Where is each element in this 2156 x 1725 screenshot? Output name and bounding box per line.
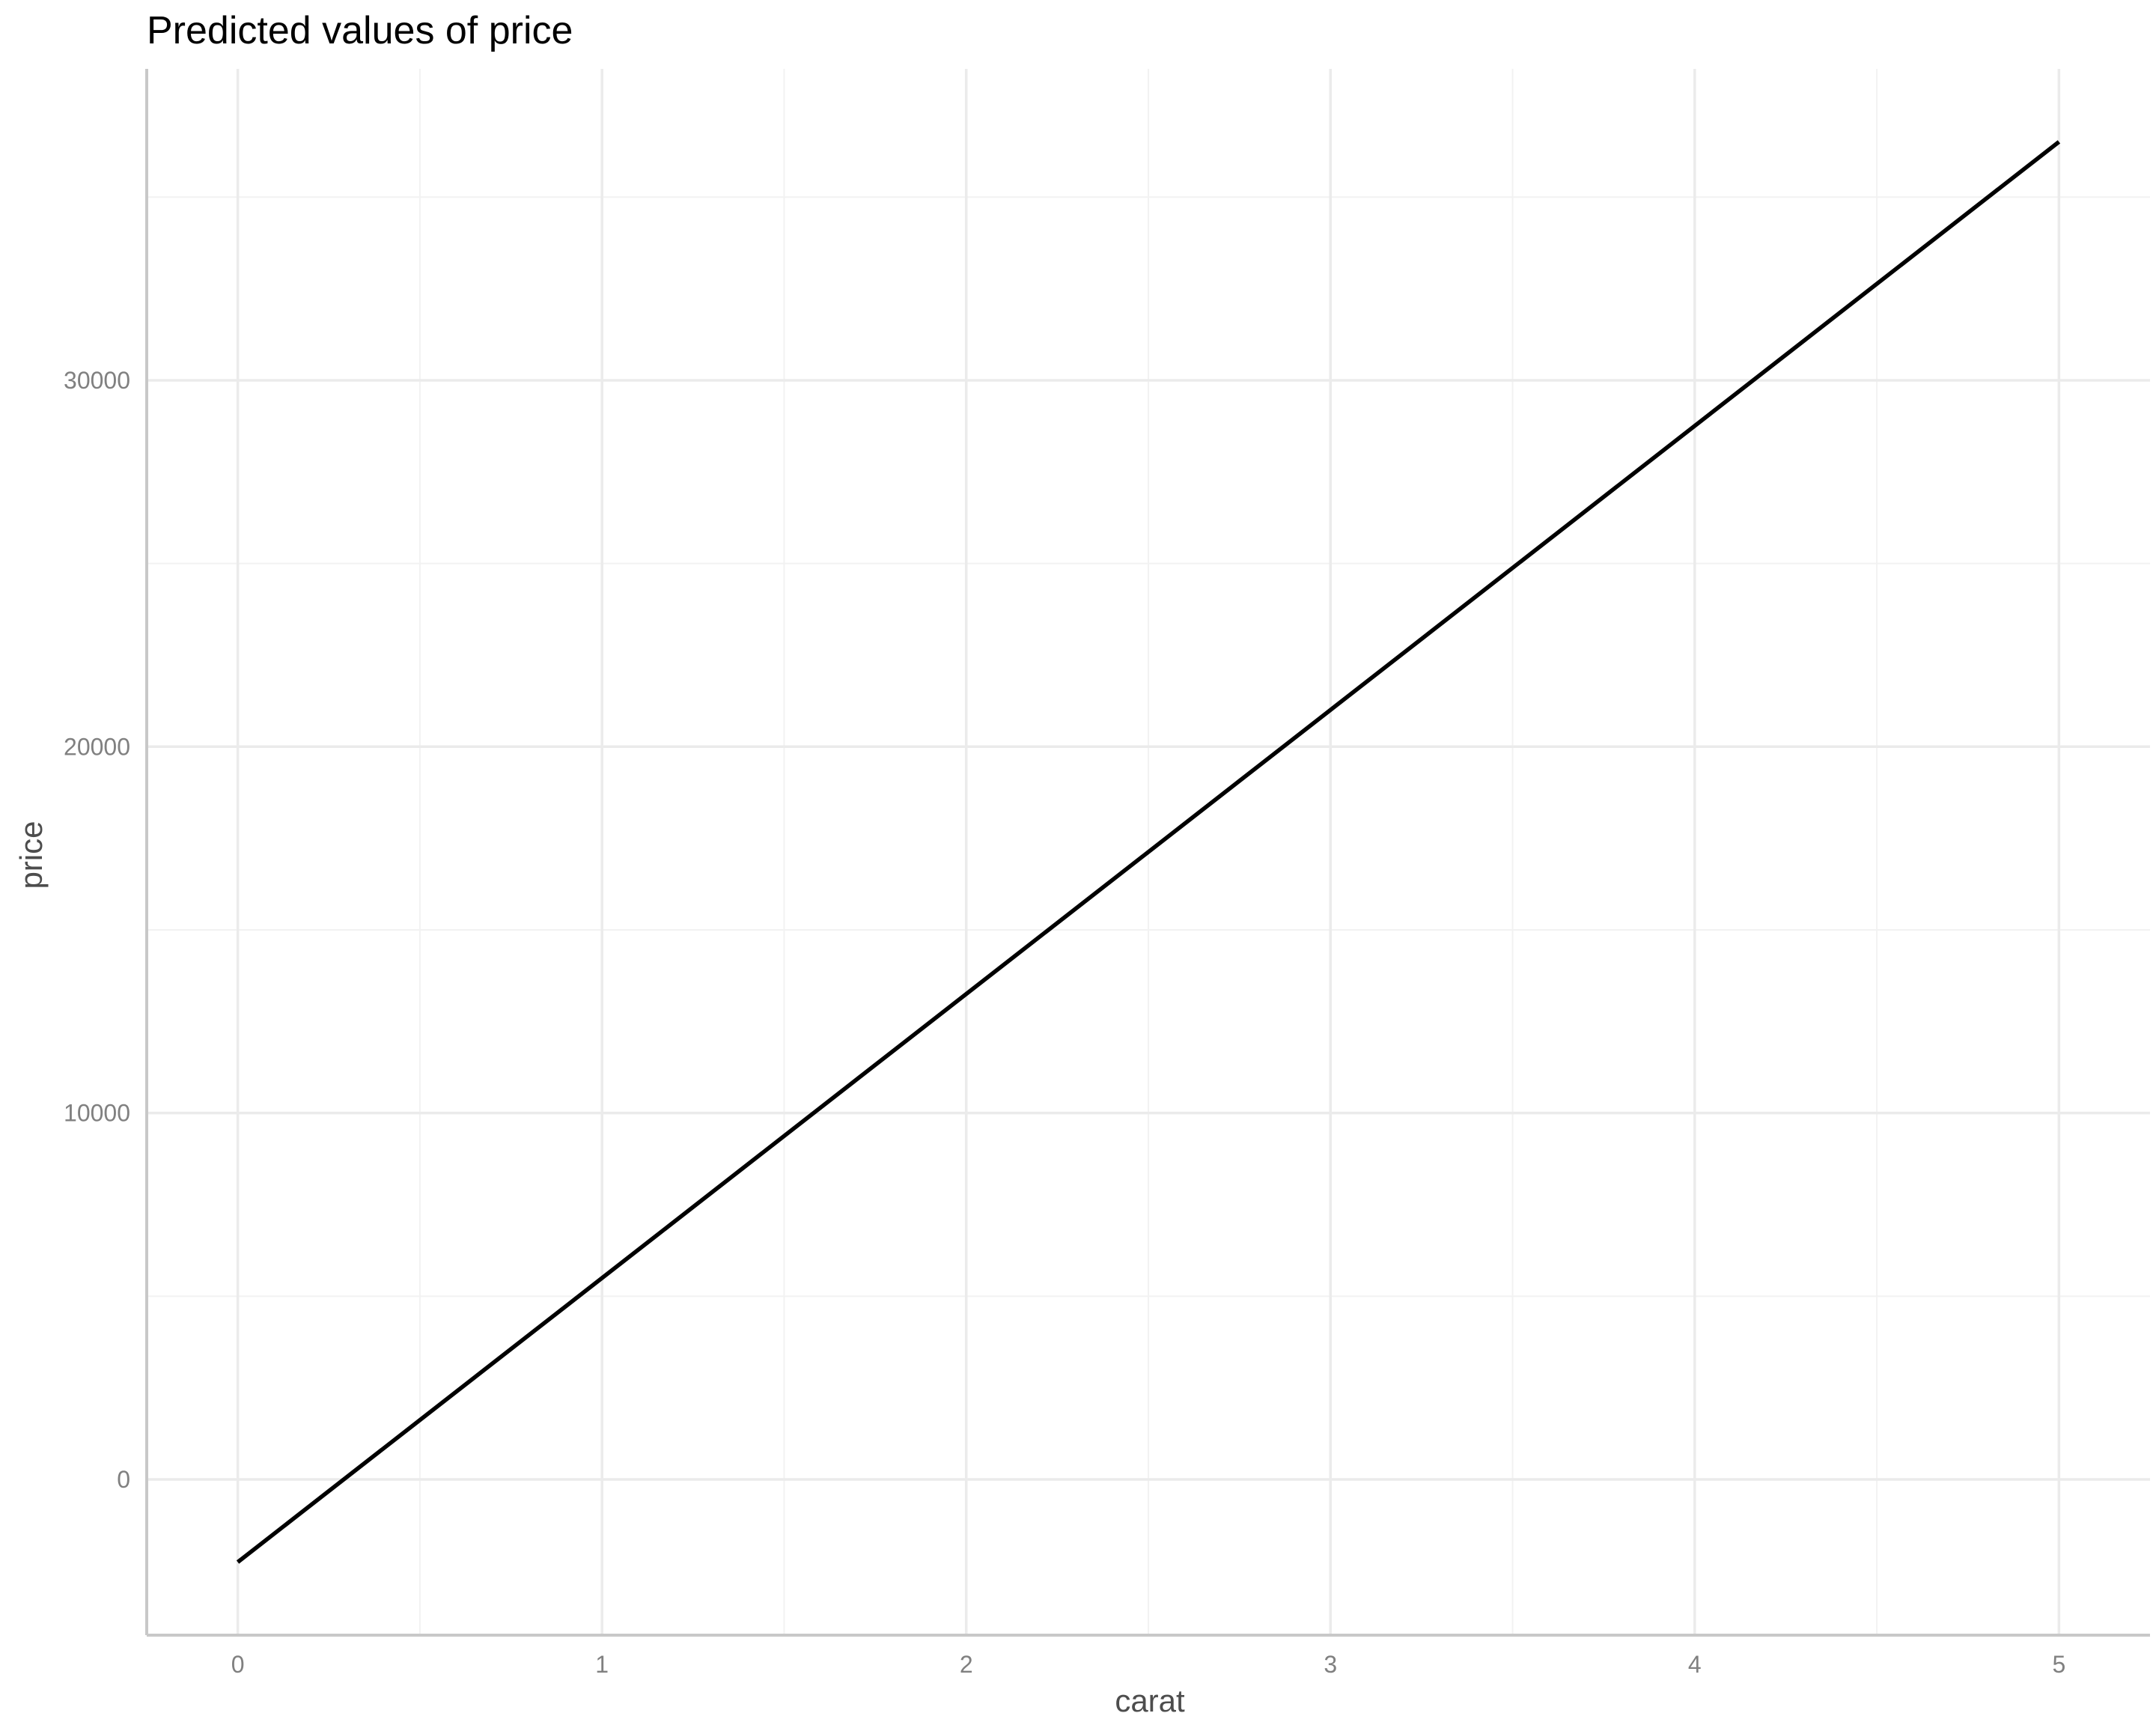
y-axis-title: price: [13, 821, 49, 889]
chart-title: Predicted values of price: [147, 9, 573, 52]
y-tick-labels: 0 10000 20000 30000: [64, 367, 130, 1493]
x-tick-label-1: 1: [595, 1651, 609, 1678]
minor-gridlines: [147, 69, 2150, 1635]
y-tick-label-0: 0: [117, 1466, 130, 1493]
x-axis-title: carat: [1115, 1683, 1185, 1718]
series-layer: [236, 140, 2061, 1564]
x-tick-label-3: 3: [1324, 1651, 1337, 1678]
x-tick-label-4: 4: [1688, 1651, 1702, 1678]
y-tick-label-3: 30000: [64, 367, 130, 394]
x-tick-label-2: 2: [960, 1651, 973, 1678]
major-gridlines: [147, 69, 2150, 1635]
x-tick-label-0: 0: [231, 1651, 245, 1678]
y-tick-label-2: 20000: [64, 733, 130, 760]
x-tick-label-5: 5: [2052, 1651, 2065, 1678]
y-tick-label-1: 10000: [64, 1100, 130, 1127]
x-tick-labels: 0 1 2 3 4 5: [231, 1651, 2066, 1678]
prediction-line-0: [236, 140, 2061, 1564]
axes: [145, 69, 2150, 1637]
